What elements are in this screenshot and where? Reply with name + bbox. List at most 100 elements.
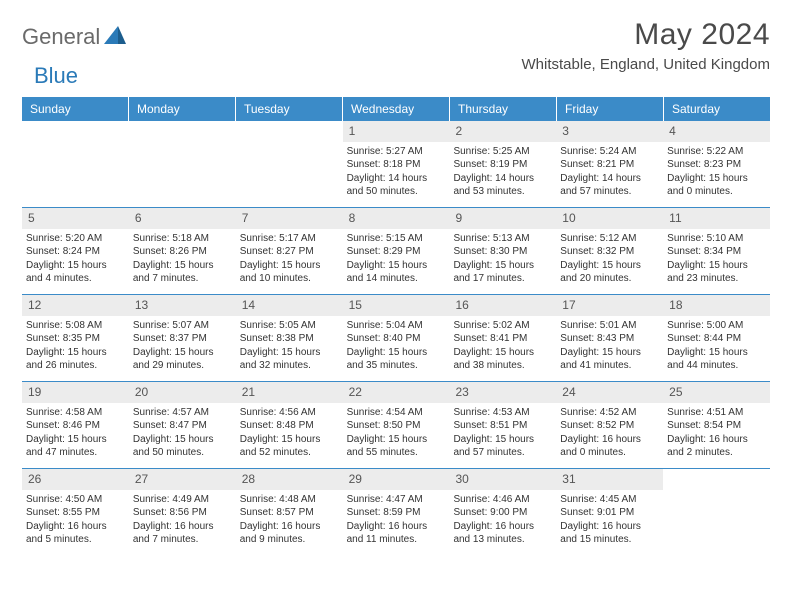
day-header-row: SundayMondayTuesdayWednesdayThursdayFrid… [22,97,770,121]
sunset-line: Sunset: 8:57 PM [240,506,339,520]
sunrise-line: Sunrise: 5:17 AM [240,232,339,246]
sunset-line: Sunset: 8:55 PM [26,506,125,520]
daylight-line: Daylight: 15 hours and 23 minutes. [667,259,766,286]
day-number: 2 [455,124,462,138]
day-cell: 15Sunrise: 5:04 AMSunset: 8:40 PMDayligh… [343,295,450,381]
day-number: 24 [562,385,575,399]
daylight-line: Daylight: 16 hours and 5 minutes. [26,520,125,547]
sunset-line: Sunset: 8:34 PM [667,245,766,259]
day-number: 21 [242,385,255,399]
sunrise-line: Sunrise: 5:12 AM [560,232,659,246]
daylight-line: Daylight: 15 hours and 32 minutes. [240,346,339,373]
day-number: 7 [242,211,249,225]
day-number: 4 [669,124,676,138]
daylight-line: Daylight: 15 hours and 29 minutes. [133,346,232,373]
sunset-line: Sunset: 8:29 PM [347,245,446,259]
day-number: 28 [242,472,255,486]
day-cell: 9Sunrise: 5:13 AMSunset: 8:30 PMDaylight… [449,208,556,294]
sunset-line: Sunset: 8:59 PM [347,506,446,520]
daylight-line: Daylight: 15 hours and 10 minutes. [240,259,339,286]
daylight-line: Daylight: 15 hours and 0 minutes. [667,172,766,199]
day-cell: 27Sunrise: 4:49 AMSunset: 8:56 PMDayligh… [129,469,236,555]
day-cell: 7 Sunrise: 5:17 AMSunset: 8:27 PMDaylight… [236,208,343,294]
sunrise-line: Sunrise: 5:13 AM [453,232,552,246]
day-number-bar: 1 [343,121,450,142]
day-cell: 17Sunrise: 5:01 AMSunset: 8:43 PMDayligh… [556,295,663,381]
title-block: May 2024 Whitstable, England, United Kin… [522,18,770,73]
sunrise-line: Sunrise: 5:00 AM [667,319,766,333]
daylight-line: Daylight: 15 hours and 57 minutes. [453,433,552,460]
sunrise-line: Sunrise: 4:49 AM [133,493,232,507]
week-row: 1Sunrise: 5:27 AMSunset: 8:18 PMDaylight… [22,121,770,207]
day-cell: 26Sunrise: 4:50 AMSunset: 8:55 PMDayligh… [22,469,129,555]
sunset-line: Sunset: 9:01 PM [560,506,659,520]
week-row: 19Sunrise: 4:58 AMSunset: 8:46 PMDayligh… [22,381,770,468]
day-number-bar: 11 [663,208,770,229]
sunset-line: Sunset: 8:23 PM [667,158,766,172]
sunrise-line: Sunrise: 4:52 AM [560,406,659,420]
daylight-line: Daylight: 14 hours and 53 minutes. [453,172,552,199]
daylight-line: Daylight: 15 hours and 20 minutes. [560,259,659,286]
day-cell: 14Sunrise: 5:05 AMSunset: 8:38 PMDayligh… [236,295,343,381]
day-number: 23 [455,385,468,399]
day-number-bar: 18 [663,295,770,316]
sunrise-line: Sunrise: 5:01 AM [560,319,659,333]
day-number-bar: 12 [22,295,129,316]
day-number: 31 [562,472,575,486]
day-cell: 16Sunrise: 5:02 AMSunset: 8:41 PMDayligh… [449,295,556,381]
day-number-bar: 22 [343,382,450,403]
sunset-line: Sunset: 8:47 PM [133,419,232,433]
day-cell: 18Sunrise: 5:00 AMSunset: 8:44 PMDayligh… [663,295,770,381]
day-number: 6 [135,211,142,225]
day-cell: 28Sunrise: 4:48 AMSunset: 8:57 PMDayligh… [236,469,343,555]
day-number-bar: 13 [129,295,236,316]
day-cell-empty [236,121,343,207]
logo-text-blue: Blue [34,63,78,89]
day-cell: 21Sunrise: 4:56 AMSunset: 8:48 PMDayligh… [236,382,343,468]
day-number: 30 [455,472,468,486]
day-cell-empty [663,469,770,555]
day-cell: 24Sunrise: 4:52 AMSunset: 8:52 PMDayligh… [556,382,663,468]
day-number: 8 [349,211,356,225]
day-number-bar: 7 [236,208,343,229]
logo: General [22,18,128,50]
month-title: May 2024 [522,18,770,52]
day-number-bar: 10 [556,208,663,229]
calendar-grid: SundayMondayTuesdayWednesdayThursdayFrid… [22,97,770,555]
daylight-line: Daylight: 15 hours and 7 minutes. [133,259,232,286]
sunrise-line: Sunrise: 5:07 AM [133,319,232,333]
sunset-line: Sunset: 8:38 PM [240,332,339,346]
daylight-line: Daylight: 14 hours and 57 minutes. [560,172,659,199]
daylight-line: Daylight: 16 hours and 7 minutes. [133,520,232,547]
sunset-line: Sunset: 8:46 PM [26,419,125,433]
day-number-bar: 4 [663,121,770,142]
day-number: 19 [28,385,41,399]
day-number: 11 [669,211,681,225]
daylight-line: Daylight: 15 hours and 44 minutes. [667,346,766,373]
sunrise-line: Sunrise: 5:05 AM [240,319,339,333]
sunset-line: Sunset: 9:00 PM [453,506,552,520]
sunrise-line: Sunrise: 4:51 AM [667,406,766,420]
day-number-bar: 27 [129,469,236,490]
sunrise-line: Sunrise: 4:57 AM [133,406,232,420]
location-text: Whitstable, England, United Kingdom [522,56,770,73]
day-cell: 31Sunrise: 4:45 AMSunset: 9:01 PMDayligh… [556,469,663,555]
day-number-bar: 15 [343,295,450,316]
day-number: 3 [562,124,569,138]
sunrise-line: Sunrise: 4:56 AM [240,406,339,420]
sunrise-line: Sunrise: 5:10 AM [667,232,766,246]
daylight-line: Daylight: 15 hours and 35 minutes. [347,346,446,373]
sunrise-line: Sunrise: 5:04 AM [347,319,446,333]
sunset-line: Sunset: 8:51 PM [453,419,552,433]
day-cell: 3Sunrise: 5:24 AMSunset: 8:21 PMDaylight… [556,121,663,207]
sunrise-line: Sunrise: 4:45 AM [560,493,659,507]
day-header-wednesday: Wednesday [343,97,450,121]
daylight-line: Daylight: 15 hours and 55 minutes. [347,433,446,460]
sunset-line: Sunset: 8:26 PM [133,245,232,259]
logo-triangle-icon [104,26,126,49]
day-number: 17 [562,298,575,312]
sunrise-line: Sunrise: 4:48 AM [240,493,339,507]
sunset-line: Sunset: 8:27 PM [240,245,339,259]
day-cell: 25Sunrise: 4:51 AMSunset: 8:54 PMDayligh… [663,382,770,468]
daylight-line: Daylight: 16 hours and 0 minutes. [560,433,659,460]
